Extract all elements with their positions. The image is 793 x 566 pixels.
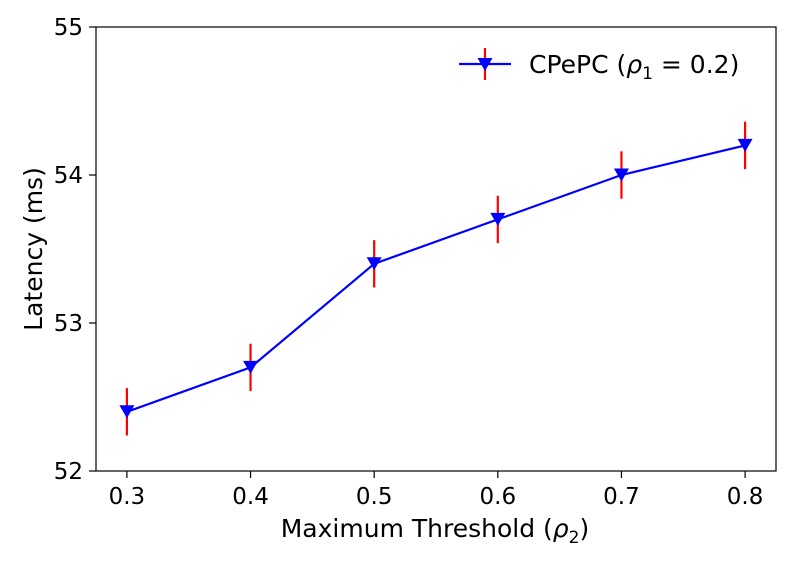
- y-tick-label: 52: [54, 459, 83, 485]
- data-point-marker: [613, 168, 629, 182]
- x-axis: 0.3 0.4 0.5 0.6 0.7 0.8: [109, 471, 764, 510]
- x-tick-label: 0.3: [109, 484, 146, 510]
- data-point-marker: [119, 405, 135, 419]
- y-axis: 52 53 54 55: [54, 15, 96, 485]
- x-tick-label: 0.7: [603, 484, 640, 510]
- y-axis-label: Latency (ms): [19, 167, 48, 331]
- data-point-marker: [243, 360, 259, 374]
- x-tick-label: 0.8: [727, 484, 764, 510]
- legend-label: CPePC (ρ1 = 0.2): [529, 50, 739, 84]
- data-point-marker: [366, 257, 382, 271]
- x-tick-label: 0.5: [356, 484, 393, 510]
- y-tick-label: 53: [54, 311, 83, 337]
- data-point-marker: [737, 138, 753, 152]
- x-tick-label: 0.4: [232, 484, 269, 510]
- y-tick-label: 55: [54, 15, 83, 41]
- x-axis-label: Maximum Threshold (ρ2): [281, 514, 590, 548]
- plot-frame: [95, 26, 777, 472]
- legend: CPePC (ρ1 = 0.2): [459, 48, 739, 84]
- x-tick-label: 0.6: [480, 484, 517, 510]
- legend-marker: [477, 58, 493, 71]
- series-line-cpepc: [126, 144, 746, 413]
- data-point-marker: [490, 212, 506, 226]
- series-markers: [119, 138, 753, 419]
- y-tick-label: 54: [54, 163, 83, 189]
